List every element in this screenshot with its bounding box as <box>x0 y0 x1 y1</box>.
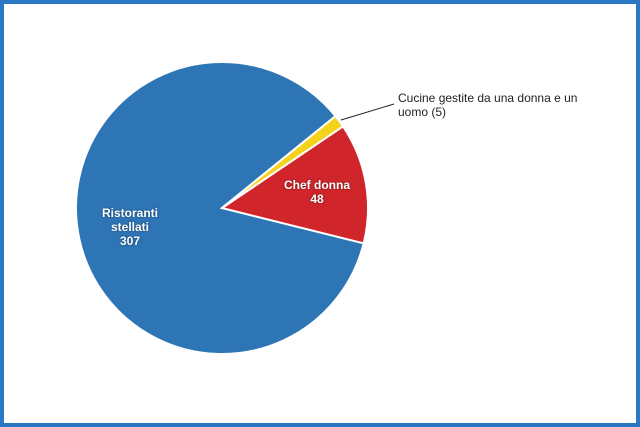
value-label: 307 <box>119 234 141 248</box>
category-label: Cucine gestite da una donna e un uomo <box>398 91 578 119</box>
value-label: (5) <box>431 105 447 119</box>
leader-line <box>340 103 395 121</box>
value-label: 48 <box>310 192 324 206</box>
chart <box>75 61 395 355</box>
slice-label: Cucine gestite da una donna e un uomo (5… <box>398 91 578 119</box>
pie-slice <box>221 114 345 209</box>
category-label: Chef donna <box>284 178 350 192</box>
pie-slice <box>75 61 365 355</box>
category-label: Ristoranti stellati <box>101 206 158 234</box>
pie-slice <box>219 124 369 245</box>
slice-label: Chef donna 48 <box>272 178 362 206</box>
slice-label: Ristoranti stellati 307 <box>90 206 170 248</box>
